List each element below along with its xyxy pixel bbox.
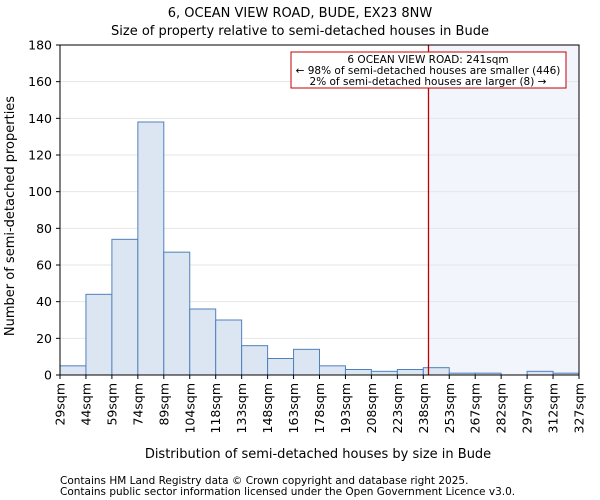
x-tick-label: 89sqm xyxy=(156,383,171,426)
x-tick-label: 223sqm xyxy=(390,383,405,433)
x-tick-label: 297sqm xyxy=(520,383,535,433)
footer-line-2: Contains public sector information licen… xyxy=(60,486,515,498)
x-axis-label: Distribution of semi-detached houses by … xyxy=(145,447,491,462)
y-tick-label: 160 xyxy=(28,74,52,89)
x-ticks-group: 29sqm 44sqm 59sqm 74sqm 89sqm 104sqm 118sqm 133… xyxy=(53,375,587,433)
bar-193sqm xyxy=(344,369,372,376)
bar-74sqm xyxy=(137,121,165,376)
highlight-region xyxy=(428,45,579,375)
y-tick-label: 140 xyxy=(28,111,52,126)
y-tick-label: 80 xyxy=(36,221,52,236)
x-tick-label: 74sqm xyxy=(130,383,145,426)
x-tick-label: 163sqm xyxy=(286,383,301,433)
y-tick-label: 40 xyxy=(36,294,52,309)
bar-208sqm xyxy=(370,370,398,376)
y-ticks-group: 0 20 40 60 80 100 120 140 160 180 xyxy=(28,38,60,383)
bar-104sqm xyxy=(189,308,217,376)
x-tick-label: 29sqm xyxy=(53,383,68,426)
x-tick-label: 193sqm xyxy=(338,383,353,433)
x-tick-label: 118sqm xyxy=(208,383,223,433)
bar-29sqm xyxy=(59,365,87,376)
x-tick-label: 253sqm xyxy=(442,383,457,433)
bar-297sqm xyxy=(526,370,554,376)
bar-178sqm xyxy=(319,365,346,376)
chart-subtitle: Size of property relative to semi-detach… xyxy=(111,24,489,39)
x-tick-label: 59sqm xyxy=(104,383,119,426)
x-tick-label: 312sqm xyxy=(546,383,561,433)
bars-group xyxy=(59,121,580,376)
annotation-line-3: 2% of semi-detached houses are larger (8… xyxy=(310,76,547,88)
x-tick-label: 104sqm xyxy=(182,383,197,433)
x-tick-label: 267sqm xyxy=(468,383,483,433)
chart-title: 6, OCEAN VIEW ROAD, BUDE, EX23 8NW xyxy=(168,6,433,21)
annotation-line-1: 6 OCEAN VIEW ROAD: 241sqm xyxy=(347,54,508,66)
highlight-region-group xyxy=(428,45,579,375)
bar-148sqm xyxy=(267,358,295,376)
y-axis-label: Number of semi-detached properties xyxy=(3,96,18,336)
bar-44sqm xyxy=(85,293,113,376)
x-tick-label: 133sqm xyxy=(234,383,249,433)
y-tick-label: 60 xyxy=(36,258,52,273)
x-tick-label: 327sqm xyxy=(572,383,587,433)
y-tick-label: 0 xyxy=(44,368,52,383)
bar-59sqm xyxy=(111,238,139,376)
bar-238sqm xyxy=(422,367,450,376)
annotation-frame xyxy=(290,51,567,89)
x-tick-label: 178sqm xyxy=(312,383,327,433)
footer-line-1: Contains HM Land Registry data © Crown c… xyxy=(60,475,468,487)
annotation-box: 6 OCEAN VIEW ROAD: 241sqm ← 98% of semi-… xyxy=(290,51,567,89)
bar-223sqm xyxy=(396,369,424,376)
x-tick-label: 238sqm xyxy=(416,383,431,433)
x-tick-label: 208sqm xyxy=(364,383,379,433)
bar-118sqm xyxy=(215,319,243,376)
y-tick-label: 100 xyxy=(28,184,52,199)
y-tick-label: 120 xyxy=(28,148,52,163)
bar-163sqm xyxy=(293,348,320,376)
x-tick-label: 44sqm xyxy=(78,383,93,426)
x-tick-label: 282sqm xyxy=(494,383,509,433)
bar-89sqm xyxy=(163,251,191,376)
y-tick-label: 20 xyxy=(36,331,52,346)
bar-133sqm xyxy=(241,345,269,376)
x-tick-label: 148sqm xyxy=(260,383,275,433)
y-tick-label: 180 xyxy=(28,38,52,53)
annotation-line-2: ← 98% of semi-detached houses are smalle… xyxy=(296,65,561,77)
